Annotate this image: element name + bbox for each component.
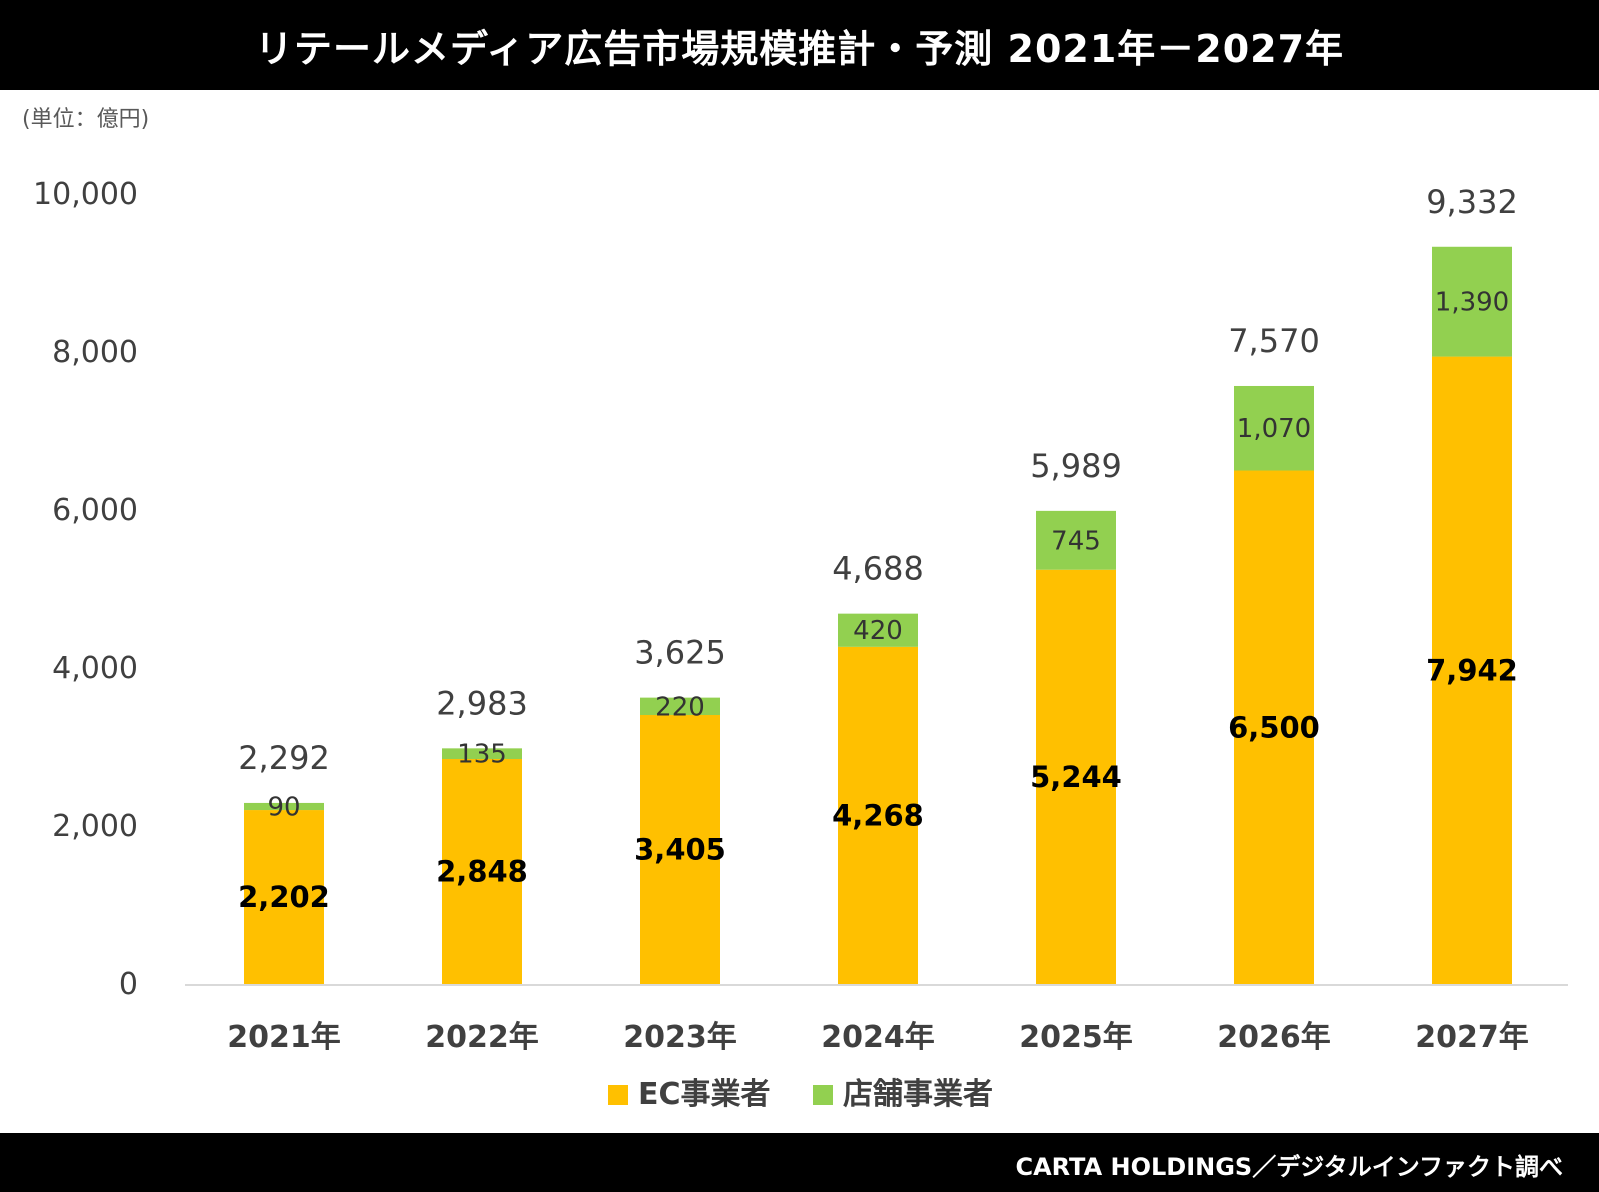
y-axis: 0 2,000 4,000 6,000 8,000 10,000 [33, 177, 138, 1002]
bar-label-store: 135 [457, 740, 507, 770]
bar-total-label: 2,292 [238, 739, 330, 777]
x-tick-label: 2023年 [623, 1020, 737, 1055]
y-tick-label: 6,000 [52, 493, 138, 528]
y-tick-label: 10,000 [33, 177, 138, 212]
bar-label-ec: 3,405 [634, 833, 726, 867]
x-tick-label: 2024年 [821, 1020, 935, 1055]
y-tick-label: 4,000 [52, 651, 138, 686]
bar-ec [244, 810, 324, 984]
legend: EC事業者 店舗事業者 [608, 1077, 993, 1112]
x-tick-label: 2027年 [1415, 1020, 1529, 1055]
footer-bar: CARTA HOLDINGS／デジタルインファクト調べ [0, 1133, 1599, 1192]
legend-swatch-store [813, 1085, 833, 1105]
bar-label-ec: 2,202 [238, 880, 330, 914]
legend-label-store: 店舗事業者 [843, 1077, 993, 1112]
bar-total-label: 3,625 [634, 634, 726, 672]
bar-store [1432, 246, 1512, 357]
y-tick-label: 2,000 [52, 809, 138, 844]
bar-store [442, 748, 522, 760]
bar-label-store: 420 [853, 616, 903, 646]
bar-total-label: 5,989 [1030, 447, 1122, 485]
source-credit: CARTA HOLDINGS／デジタルインファクト調べ [1015, 1153, 1563, 1181]
bar-store [1234, 385, 1314, 471]
bar-total-label: 2,983 [436, 684, 528, 722]
bar-ec [1036, 569, 1116, 984]
legend-label-ec: EC事業者 [638, 1077, 771, 1112]
bar-label-ec: 5,244 [1030, 760, 1122, 794]
bar-total-label: 9,332 [1426, 183, 1518, 221]
x-tick-label: 2021年 [227, 1020, 341, 1055]
unit-label: (単位：億円) [22, 107, 149, 132]
bar-label-store: 90 [267, 792, 300, 822]
x-tick-label: 2025年 [1019, 1020, 1133, 1055]
bar-label-store: 1,390 [1435, 288, 1509, 318]
bar-label-store: 745 [1051, 526, 1101, 556]
x-axis: 2021年 2022年 2023年 2024年 2025年 2026年 2027年 [227, 1020, 1529, 1055]
bar-store [244, 802, 324, 811]
bar-store [838, 613, 918, 647]
bars: 2,202 90 2,292 2,848 135 2,983 3,405 220 3,625 4,… [238, 183, 1518, 984]
bar-ec [1432, 356, 1512, 984]
y-tick-label: 8,000 [52, 335, 138, 370]
bar-label-ec: 2,848 [436, 855, 528, 889]
bar-ec [442, 759, 522, 984]
bar-total-label: 7,570 [1228, 322, 1320, 360]
bar-ec [640, 715, 720, 984]
bar-ec [1234, 470, 1314, 984]
x-tick-label: 2026年 [1217, 1020, 1331, 1055]
bar-label-ec: 4,268 [832, 798, 924, 832]
bar-label-ec: 7,942 [1426, 653, 1518, 687]
bar-label-store: 1,070 [1237, 414, 1311, 444]
bar-label-store: 220 [655, 692, 705, 722]
bar-label-ec: 6,500 [1228, 710, 1320, 744]
bar-ec [838, 646, 918, 984]
chart-title-bar: リテールメディア広告市場規模推計・予測 2021年－2027年 [0, 0, 1599, 90]
x-tick-label: 2022年 [425, 1020, 539, 1055]
bar-store [640, 697, 720, 716]
stacked-bar-chart: (単位：億円) 0 2,000 4,000 6,000 8,000 10,000 2,20… [22, 107, 1568, 1112]
chart-title: リテールメディア広告市場規模推計・予測 2021年－2027年 [254, 26, 1345, 71]
legend-swatch-ec [608, 1085, 628, 1105]
y-tick-label: 0 [119, 967, 138, 1002]
bar-total-label: 4,688 [832, 550, 924, 588]
bar-store [1036, 510, 1116, 570]
